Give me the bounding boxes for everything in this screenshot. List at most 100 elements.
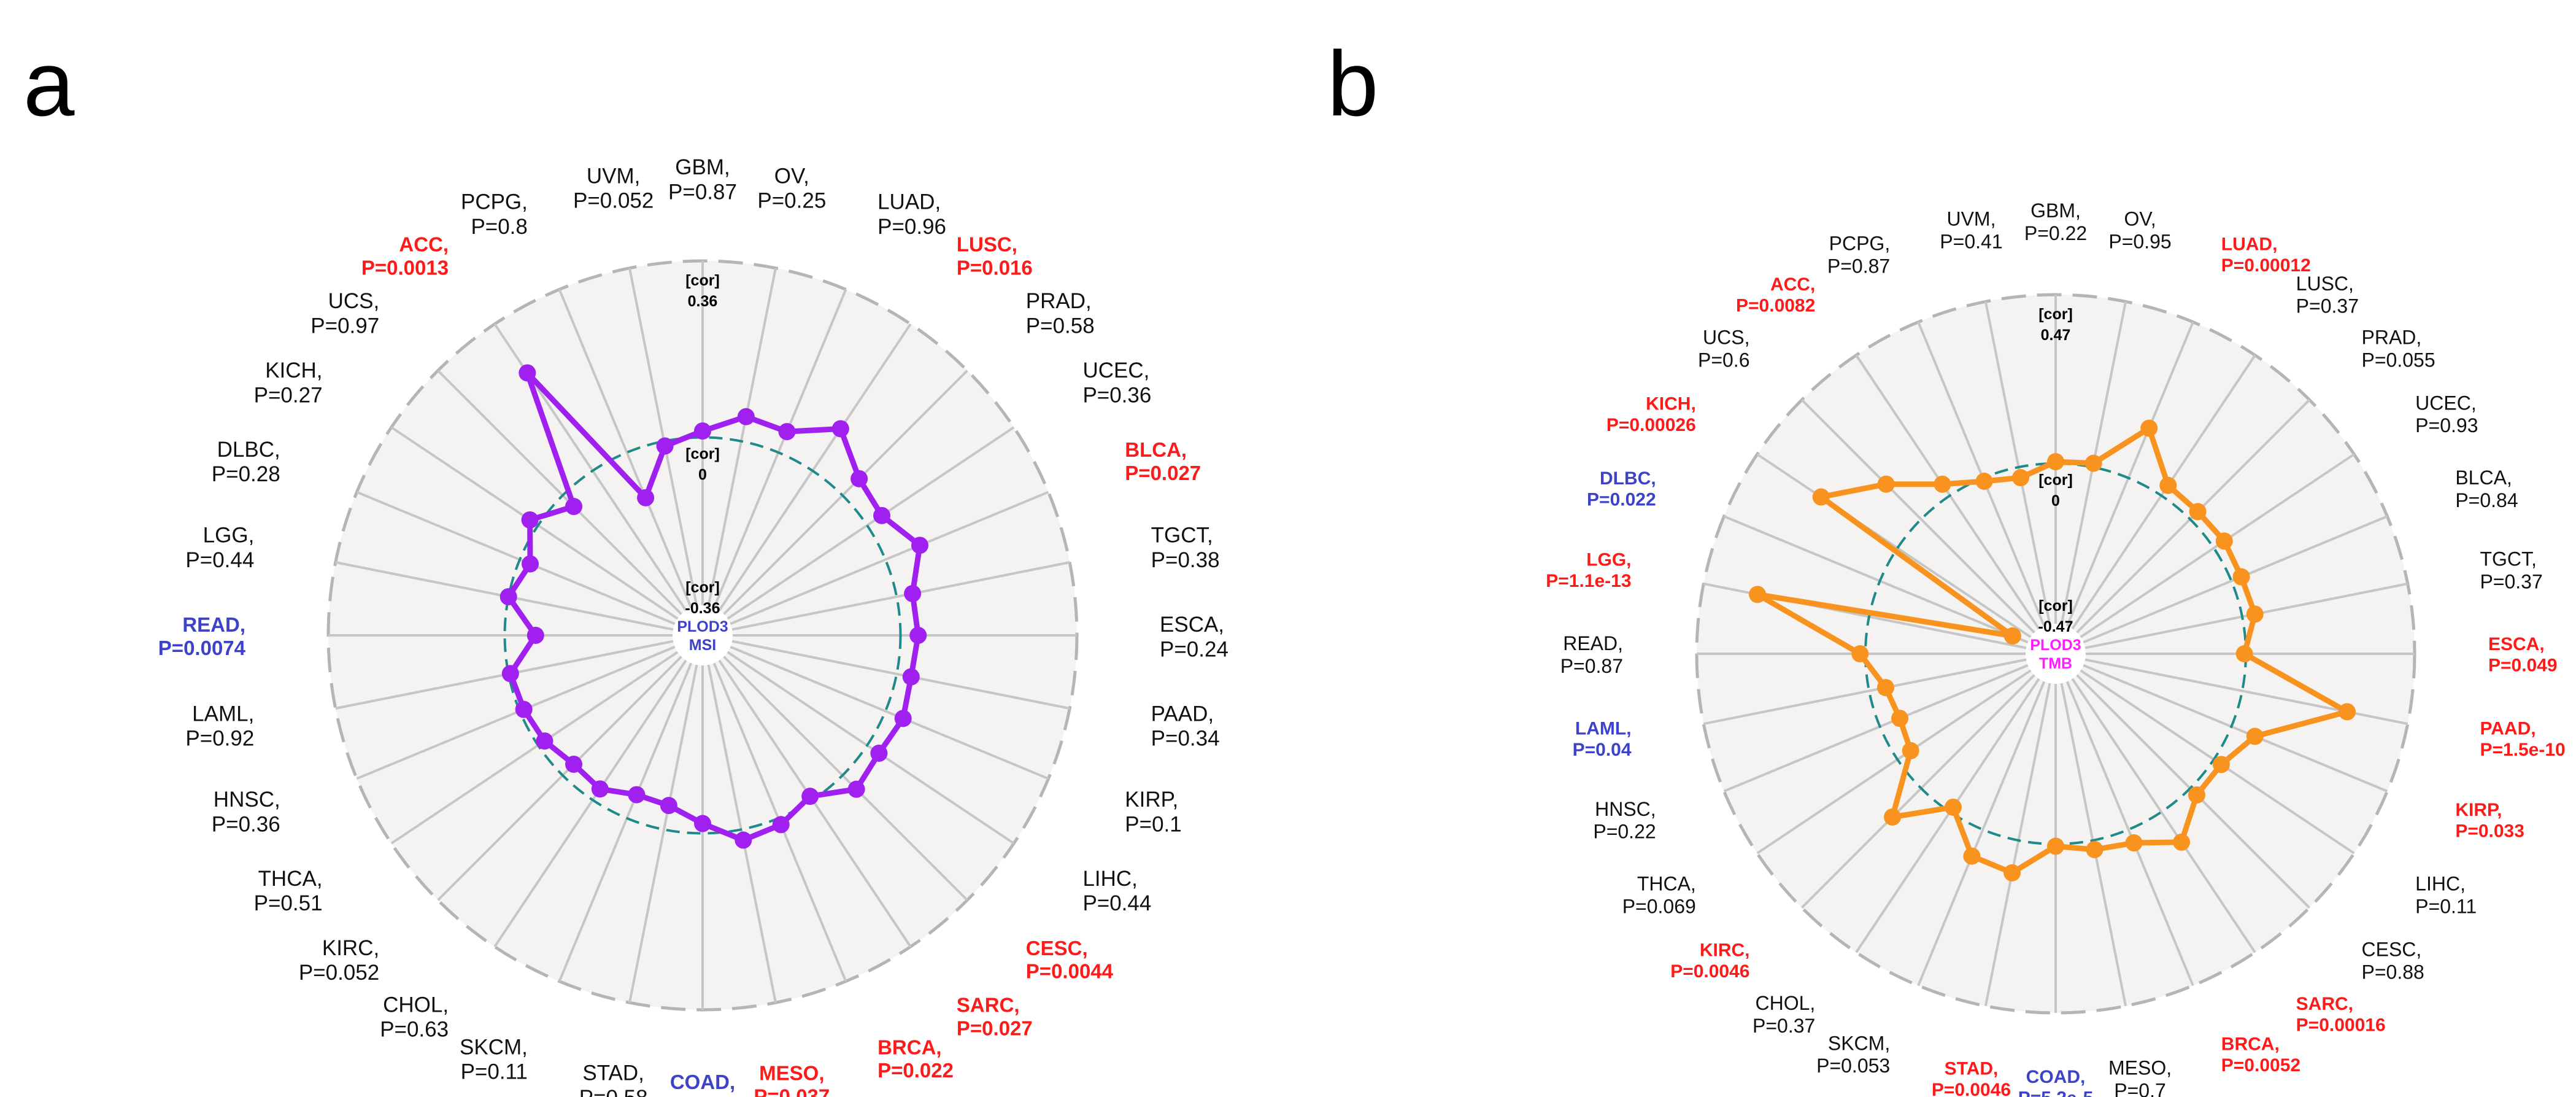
category-label-acc: ACC, P=0.0082 <box>1736 274 1815 316</box>
data-point-acc <box>1934 475 1951 493</box>
data-point-blca <box>2232 568 2250 586</box>
category-label-hnsc: HNSC, P=0.22 <box>1593 798 1656 843</box>
data-point-lgg <box>499 588 517 606</box>
spoke <box>558 289 696 616</box>
data-point-thca <box>536 732 553 750</box>
category-label-lihc: LIHC, P=0.44 <box>1082 867 1151 915</box>
data-point-lusc <box>831 420 849 438</box>
data-point-ucs <box>565 498 583 516</box>
data-point-lihc <box>870 745 888 762</box>
ring-value-label: 0 <box>2051 492 2060 510</box>
data-point-lihc <box>2212 756 2230 773</box>
data-point-ov <box>2084 454 2102 472</box>
category-label-pcpg: PCPG, P=0.87 <box>1827 233 1890 277</box>
data-point-prad <box>2189 503 2207 521</box>
spoke <box>2062 673 2194 987</box>
data-point-uvm <box>656 437 674 455</box>
center-label: PLOD3 <box>677 618 728 635</box>
spoke <box>723 561 1070 633</box>
data-point-chol <box>1944 798 1962 816</box>
category-label-prad: PRAD, P=0.055 <box>2362 326 2435 371</box>
ring-value-label: -0.36 <box>685 600 720 617</box>
data-point-cesc <box>2188 786 2205 804</box>
data-point-tgct <box>2246 605 2264 623</box>
data-point-stad <box>2003 864 2021 882</box>
category-label-paad: PAAD, P=0.34 <box>1151 702 1220 750</box>
data-point-sarc <box>2173 833 2191 851</box>
category-label-tgct: TGCT, P=0.38 <box>1151 524 1220 572</box>
category-label-gbm: GBM, P=0.87 <box>668 155 737 204</box>
data-point-laml <box>1876 679 1894 697</box>
spoke <box>628 656 700 1003</box>
spoke <box>723 638 1070 710</box>
data-point-skcm <box>628 786 646 804</box>
category-label-meso: MESO, P=0.037 <box>754 1062 830 1097</box>
data-point-kirc <box>565 755 583 773</box>
spoke <box>719 426 1015 625</box>
spoke <box>1703 656 2035 726</box>
data-point-thca <box>1902 742 1919 759</box>
category-label-lusc: LUSC, P=0.37 <box>2296 273 2359 317</box>
category-label-blca: BLCA, P=0.027 <box>1125 438 1201 484</box>
category-label-brca: BRCA, P=0.022 <box>877 1036 954 1082</box>
data-point-gbm <box>694 422 711 440</box>
data-point-tgct <box>904 584 922 602</box>
category-label-kirp: KIRP, P=0.033 <box>2455 800 2524 842</box>
data-point-lgg <box>1749 586 1767 603</box>
category-label-skcm: SKCM, P=0.11 <box>460 1035 528 1083</box>
ring-value-label: [cor] <box>685 579 720 596</box>
category-label-read: READ, P=0.87 <box>1560 632 1623 677</box>
category-label-cesc: CESC, P=0.0044 <box>1026 937 1114 983</box>
category-label-cesc: CESC, P=0.88 <box>2362 939 2424 983</box>
data-point-prad <box>850 470 868 487</box>
ring-value-label: -0.47 <box>2038 618 2073 635</box>
category-label-skcm: SKCM, P=0.053 <box>1816 1032 1890 1077</box>
data-point-dlbc <box>522 555 539 573</box>
center-disc <box>673 605 733 665</box>
data-point-pcpg <box>1975 473 1993 490</box>
data-point-luad <box>778 423 796 441</box>
data-point-lusc <box>2159 476 2177 494</box>
ring-value-label: 0.36 <box>688 293 718 310</box>
center-label: PLOD3 <box>2030 637 2081 654</box>
ring-value-label: 0 <box>698 467 707 484</box>
data-point-paad <box>2339 703 2356 721</box>
category-label-sarc: SARC, P=0.027 <box>957 993 1033 1039</box>
category-label-paad: PAAD, P=1.5e-10 <box>2480 719 2565 761</box>
spoke <box>2066 670 2256 953</box>
center-label: MSI <box>689 637 716 654</box>
category-label-kirc: KIRC, P=0.0046 <box>1670 940 1749 982</box>
data-point-ov <box>737 408 755 425</box>
category-label-thca: THCA, P=0.51 <box>254 867 323 915</box>
category-label-lusc: LUSC, P=0.016 <box>957 233 1033 279</box>
zero-ring <box>503 436 902 835</box>
category-label-tgct: TGCT, P=0.37 <box>2480 548 2542 592</box>
data-point-esca <box>909 627 927 644</box>
data-point-coad <box>694 815 711 832</box>
category-label-lgg: LGG, P=0.44 <box>185 524 254 572</box>
category-label-stad: STAD,P=0.58 <box>579 1061 648 1097</box>
data-point-kirc <box>1884 808 1902 826</box>
data-point-blca <box>911 537 929 554</box>
data-point-kirp <box>894 710 912 727</box>
ring-value-label: [cor] <box>685 272 720 289</box>
data-point-read <box>1851 645 1869 662</box>
category-label-ucs: UCS, P=0.97 <box>310 289 379 338</box>
ring-value-label: [cor] <box>2038 306 2073 323</box>
category-label-chol: CHOL, P=0.63 <box>380 993 449 1041</box>
category-label-chol: CHOL, P=0.37 <box>1753 992 1815 1037</box>
data-point-brca <box>2125 834 2143 852</box>
data-point-ucs <box>1877 475 1895 493</box>
category-label-lgg: LGG, P=1.1e-13 <box>1546 549 1631 591</box>
category-label-stad: STAD, P=0.0046 <box>1932 1058 2011 1097</box>
data-point-paad <box>902 668 920 686</box>
data-point-cesc <box>847 780 865 798</box>
spoke <box>1917 673 2049 987</box>
data-point-skcm <box>1963 847 1981 865</box>
data-point-meso <box>2086 840 2104 858</box>
center-disc <box>2026 624 2086 684</box>
category-label-luad: LUAD, P=0.96 <box>877 190 946 239</box>
